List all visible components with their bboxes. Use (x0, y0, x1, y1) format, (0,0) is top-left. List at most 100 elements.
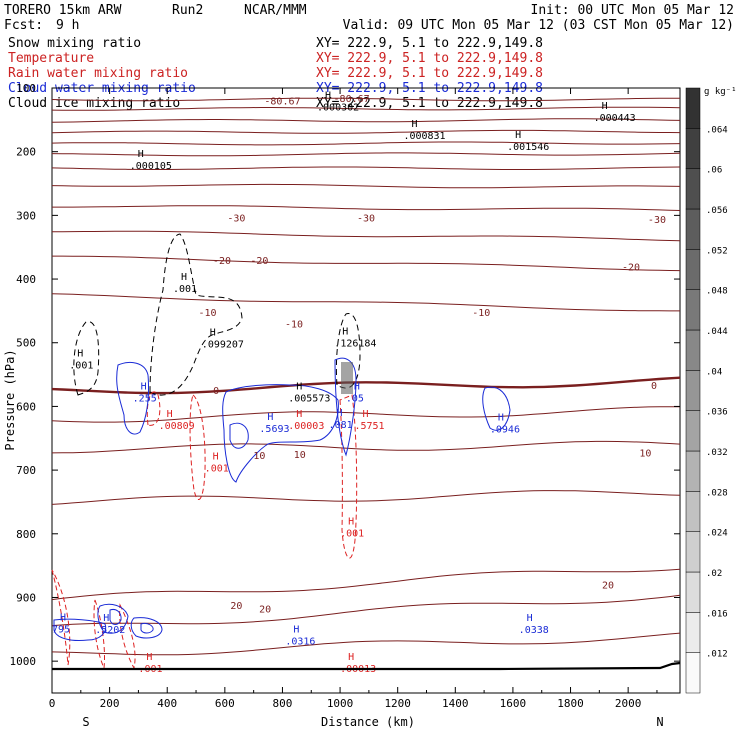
maximum-value: .255 (133, 393, 157, 404)
colorbar-step (685, 450, 701, 492)
isotherm-line (51, 141, 681, 146)
fcst-value: 9 h (56, 18, 79, 33)
colorbar-step (685, 370, 701, 411)
temperature-label: 10 (253, 451, 265, 462)
temperature-label: -10 (285, 320, 303, 331)
temperature-label: -20 (250, 256, 268, 267)
colorbar-step (685, 249, 701, 290)
temperature-label: 0 (213, 386, 219, 397)
colorbar-step (685, 168, 701, 210)
cloud-water-contour (97, 603, 129, 634)
maximum-h-marker: H (296, 381, 302, 392)
cloud-water-contour (109, 609, 122, 625)
x-tick-label: 800 (273, 697, 293, 710)
x-tick-label: 1200 (384, 697, 411, 710)
colorbar-tick-label: .052 (706, 246, 728, 256)
legend-field-name: Cloud ice mixing ratio (8, 96, 180, 111)
cloud-water-contour (116, 362, 149, 435)
maximum-h-marker: H (411, 119, 417, 130)
maximum-value: .5693 (259, 424, 289, 435)
colorbar-tick-label: .048 (706, 287, 728, 297)
x-axis-label: Distance (km) (321, 715, 415, 729)
maximum-h-marker: H (362, 409, 368, 420)
snow-contour (149, 233, 243, 396)
x-tick-label: 200 (100, 697, 120, 710)
cloud-water-contours (53, 357, 511, 641)
legend-field-xy: XY= 222.9, 5.1 to 222.9,149.8 (316, 51, 543, 66)
legend-field-xy: XY= 222.9, 5.1 to 222.9,149.8 (316, 66, 543, 81)
x-tick-label: 600 (215, 697, 235, 710)
maximum-value: .5202 (95, 625, 125, 636)
maximum-value: .005573 (288, 393, 330, 404)
plot-frame (51, 87, 681, 694)
colorbar-step (685, 652, 701, 694)
colorbar-tick-label: .056 (706, 206, 728, 216)
maximum-value: .001 (69, 360, 93, 371)
isotherm-line (51, 594, 681, 627)
maximum-value: .001 (173, 284, 197, 295)
maximum-h-marker: H (293, 625, 299, 636)
temperature-label: -10 (199, 308, 217, 319)
model-title: TORERO 15km ARW (4, 3, 122, 18)
rain-contour (51, 569, 71, 666)
cloud-water-contour (229, 422, 249, 449)
cloud-water-contour (140, 623, 154, 634)
temperature-label: -10 (472, 308, 490, 319)
temperature-label: 20 (259, 604, 271, 615)
colorbar: .012 .016 .02 .024 .028 .032 .036 .04 .044 .048 .0… (685, 87, 728, 694)
cloud-water-contour (130, 617, 163, 639)
cloud-water-contour (222, 384, 339, 483)
colorbar-step (685, 571, 701, 613)
colorbar-tick-label: .064 (706, 125, 728, 135)
colorbar-tick-label: .032 (706, 448, 728, 458)
colorbar-tick-label: .036 (706, 408, 728, 418)
colorbar-tick-label: .016 (706, 609, 728, 619)
x-tick-label: 0 (49, 697, 56, 710)
isotherm-line (51, 106, 681, 111)
temperature-label: 20 (602, 581, 614, 592)
isotherm-line (51, 440, 681, 454)
temperature-label: 20 (230, 601, 242, 612)
maximum-h-marker: H (337, 408, 343, 419)
snow-contour (73, 321, 100, 396)
temperature-label: -30 (357, 213, 375, 224)
maximum-value: .05 (346, 393, 364, 404)
isotherm-line (51, 632, 681, 656)
isotherm-line (52, 255, 681, 272)
maximum-value: .001 (340, 528, 364, 539)
y-tick-label: 600 (16, 400, 36, 413)
temperature-label: 10 (639, 448, 651, 459)
maximum-value: .000443 (594, 113, 636, 124)
x-tick-label: 2000 (615, 697, 642, 710)
maximum-h-marker: H (498, 413, 504, 424)
maximum-h-marker: H (167, 409, 173, 420)
maximum-h-marker: H (181, 272, 187, 283)
rain-contours (51, 391, 358, 670)
temperature-label: -30 (648, 215, 666, 226)
colorbar-tick-label: .04 (706, 367, 722, 377)
temperature-label: -30 (227, 213, 245, 224)
rain-contour (93, 599, 105, 670)
maximum-value: .099207 (202, 339, 244, 350)
cloud-water-contour (53, 618, 107, 641)
isotherm-line (51, 406, 681, 423)
colorbar-step (685, 329, 701, 371)
colorbar-tick-label: .044 (706, 327, 728, 337)
x-axis-right-end: N (656, 715, 663, 729)
legend-field-name: Snow mixing ratio (8, 36, 141, 51)
isotherm-line (51, 183, 681, 189)
maximum-value: .000105 (130, 161, 172, 172)
maximum-h-marker: H (348, 652, 354, 663)
colorbar-step (685, 612, 701, 653)
colorbar-tick-label: .028 (706, 488, 728, 498)
y-axis-label: Pressure (hPa) (3, 349, 17, 450)
y-tick-label: 800 (16, 528, 36, 541)
maximum-h-marker: H (325, 90, 331, 101)
maximum-value: .0316 (285, 637, 315, 648)
maximum-value: .00809 (159, 421, 195, 432)
cloud-water-contour (482, 386, 511, 431)
isotherm-line (51, 118, 681, 123)
maximum-h-marker: H (60, 613, 66, 624)
